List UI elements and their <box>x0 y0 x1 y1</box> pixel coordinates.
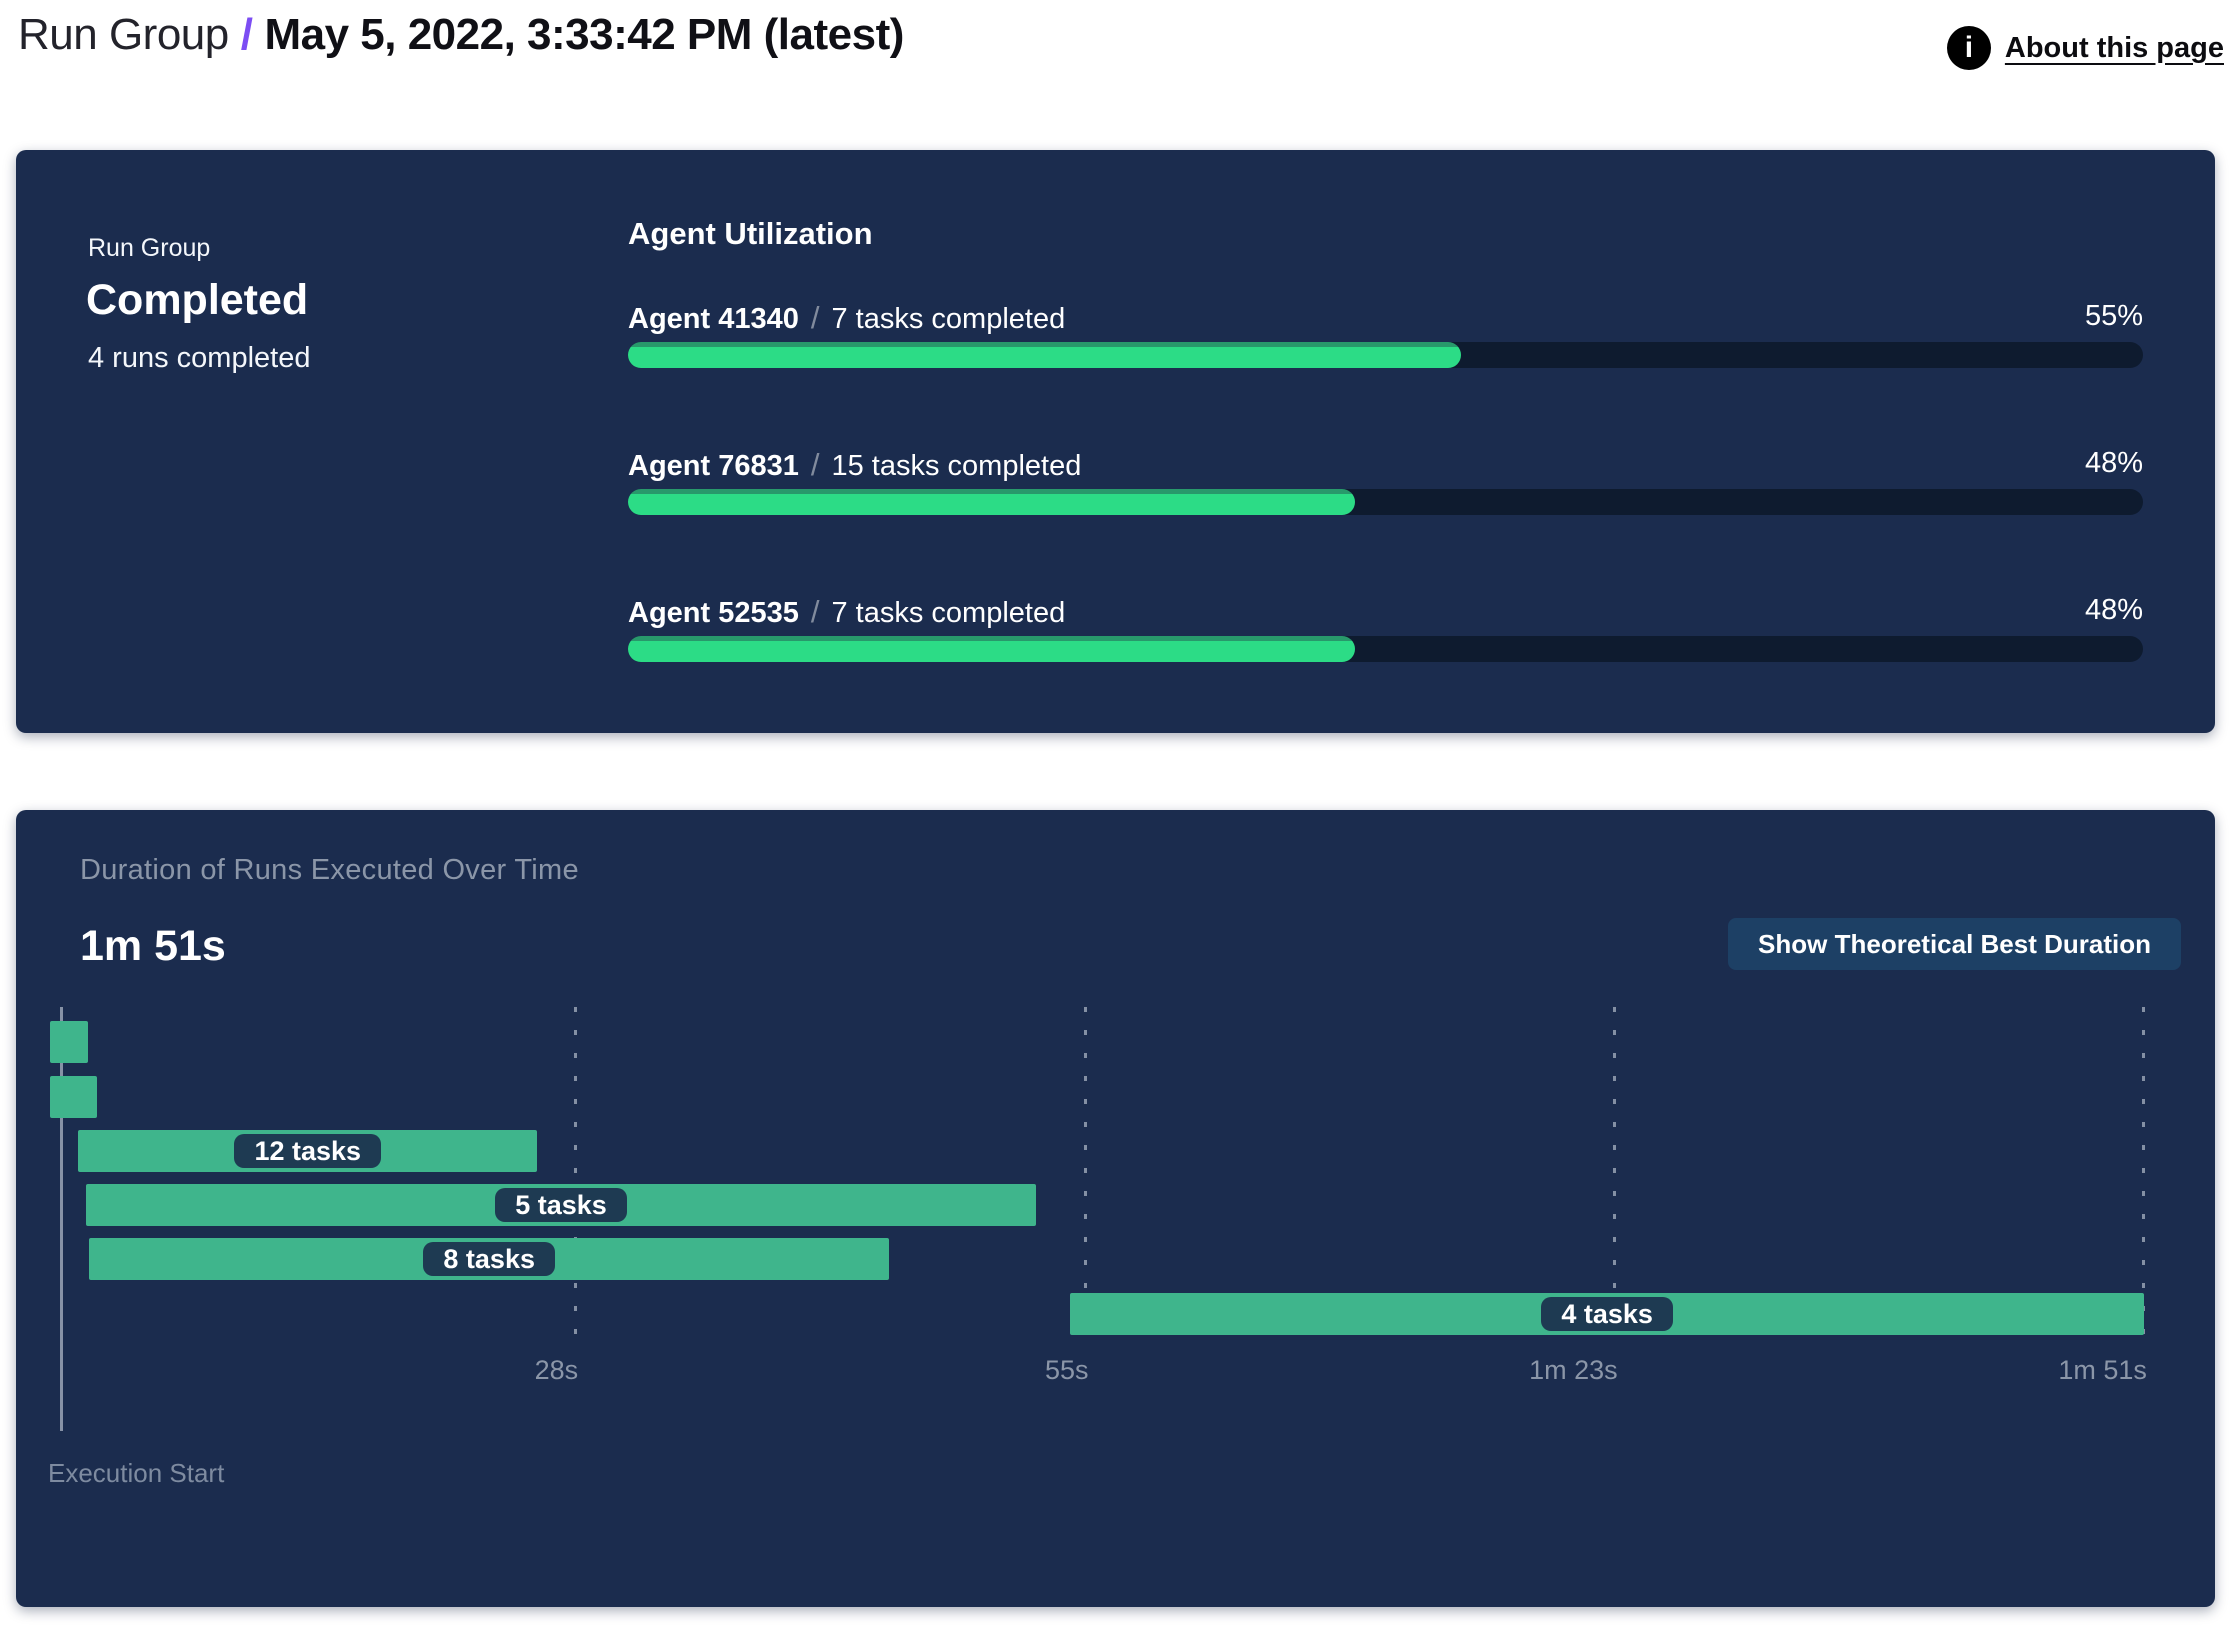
tasks-count-badge: 4 tasks <box>1541 1297 1673 1331</box>
time-gridline <box>2142 1007 2146 1348</box>
tasks-count-badge: 5 tasks <box>495 1188 627 1222</box>
agent-tasks-completed: 7 tasks completed <box>831 303 1066 335</box>
run-duration-bar[interactable]: 8 tasks <box>89 1238 889 1280</box>
time-gridline <box>573 1007 577 1348</box>
agent-tasks-completed: 7 tasks completed <box>831 597 1066 629</box>
time-tick-label: 1m 51s <box>2058 1355 2147 1385</box>
tasks-count-badge: 12 tasks <box>234 1134 382 1168</box>
run-group-label: Run Group <box>88 234 211 262</box>
agent-utilization-percent: 48% <box>2084 447 2143 479</box>
duration-panel: Duration of Runs Executed Over Time 1m 5… <box>16 810 2215 1607</box>
agent-label-separator: / <box>810 447 820 482</box>
agent-progress-track <box>628 489 2143 515</box>
info-icon-glyph: i <box>1964 31 1974 64</box>
run-duration-bar[interactable]: 5 tasks <box>85 1184 1037 1226</box>
agent-label-separator: / <box>810 300 820 335</box>
about-link-label: About this page <box>2004 31 2224 64</box>
agent-utilization-row: Agent 76831 / 15 tasks completed 48% <box>628 447 2143 515</box>
agent-name: Agent 41340 <box>628 303 799 335</box>
total-duration-value: 1m 51s <box>80 922 226 970</box>
breadcrumb-run-group: Run Group <box>18 10 229 59</box>
run-group-summary-panel: Run Group Completed 4 runs completed Age… <box>16 150 2215 733</box>
agent-label-separator: / <box>810 594 820 629</box>
agent-label-line: Agent 41340 / 7 tasks completed 55% <box>628 300 2143 336</box>
time-gridline <box>1084 1007 1087 1348</box>
runs-completed-text: 4 runs completed <box>88 342 311 374</box>
agent-name: Agent 52535 <box>628 597 799 629</box>
agent-utilization-row: Agent 52535 / 7 tasks completed 48% <box>628 594 2143 662</box>
about-this-page-link[interactable]: i About this page <box>1946 26 2224 70</box>
run-duration-bar[interactable] <box>49 1076 98 1118</box>
run-duration-bar[interactable] <box>49 1021 88 1063</box>
execution-start-axis <box>60 1007 63 1431</box>
agent-progress-track <box>628 342 2143 368</box>
show-theoretical-best-duration-button[interactable]: Show Theoretical Best Duration <box>1728 918 2181 970</box>
agent-name: Agent 76831 <box>628 450 799 482</box>
info-icon[interactable]: i <box>1946 26 1991 70</box>
time-gridline <box>1613 1007 1617 1348</box>
duration-chart-title: Duration of Runs Executed Over Time <box>80 854 579 886</box>
agent-progress-fill <box>628 342 1462 368</box>
agent-utilization-percent: 55% <box>2084 300 2143 332</box>
agent-utilization-title: Agent Utilization <box>628 216 873 251</box>
time-tick-label: 28s <box>534 1355 579 1385</box>
page-header: Run Group / May 5, 2022, 3:33:42 PM (lates… <box>18 10 904 60</box>
run-duration-bar[interactable]: 4 tasks <box>1070 1293 2144 1335</box>
agent-utilization-percent: 48% <box>2084 594 2143 626</box>
agent-tasks-completed: 15 tasks completed <box>831 450 1082 482</box>
time-tick-label: 55s <box>1044 1355 1089 1385</box>
agent-label-line: Agent 76831 / 15 tasks completed 48% <box>628 447 2143 483</box>
time-tick-label: 1m 23s <box>1529 1355 1618 1385</box>
tasks-count-badge: 8 tasks <box>423 1242 555 1276</box>
agent-progress-fill <box>628 489 1356 515</box>
agent-progress-fill <box>628 636 1356 662</box>
agent-utilization-row: Agent 41340 / 7 tasks completed 55% <box>628 300 2143 368</box>
page-title: May 5, 2022, 3:33:42 PM (latest) <box>264 10 904 59</box>
breadcrumb-separator: / <box>240 10 253 59</box>
execution-start-label: Execution Start <box>48 1458 225 1488</box>
gantt-chart: Execution Start 28s 55s 1m 23s 1m 51s 12 tas… <box>16 810 2215 1607</box>
agent-progress-track <box>628 636 2143 662</box>
run-group-status: Completed <box>86 276 309 324</box>
agent-label-line: Agent 52535 / 7 tasks completed 48% <box>628 594 2143 630</box>
run-duration-bar[interactable]: 12 tasks <box>78 1130 538 1172</box>
